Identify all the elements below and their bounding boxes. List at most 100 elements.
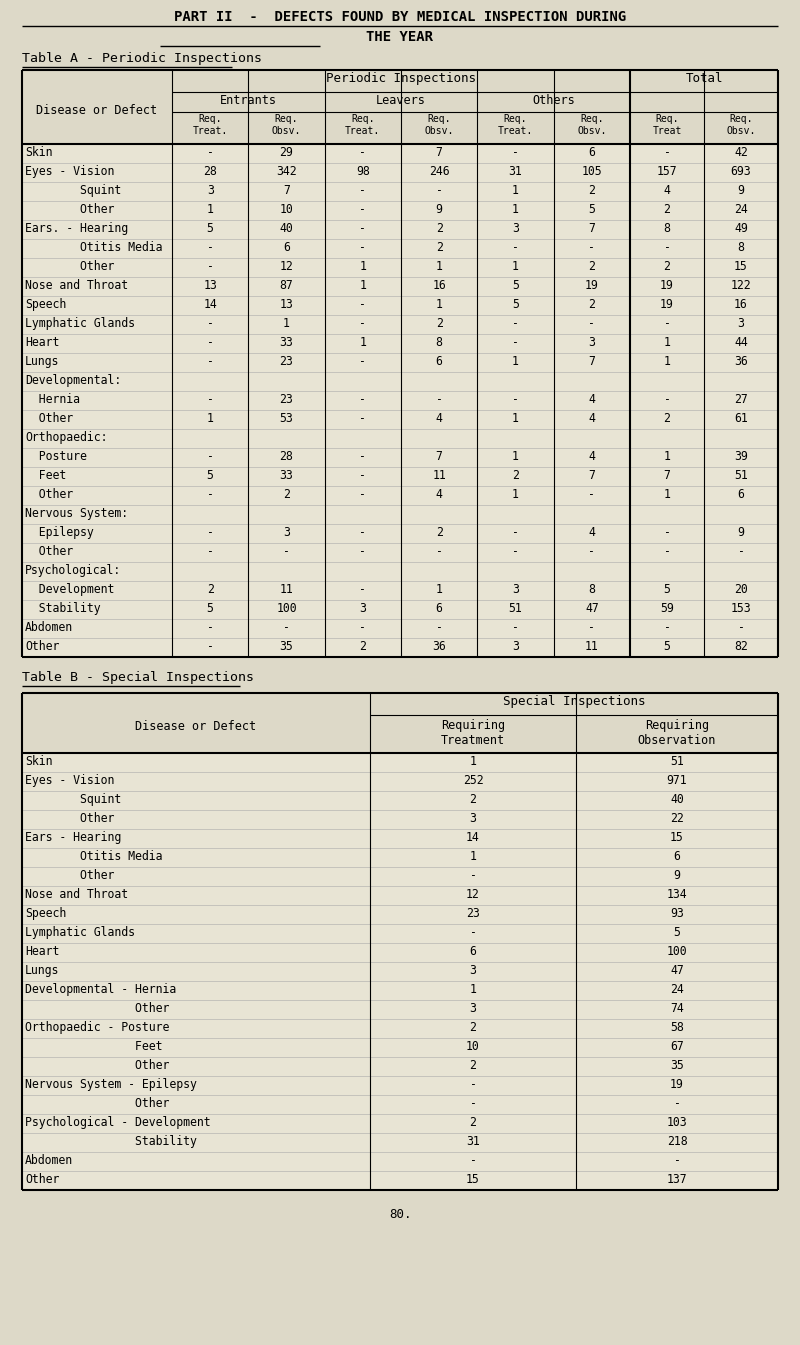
Text: Leavers: Leavers bbox=[376, 94, 426, 108]
Text: Ears. - Hearing: Ears. - Hearing bbox=[25, 222, 128, 235]
Text: 24: 24 bbox=[670, 983, 684, 997]
Text: 3: 3 bbox=[470, 1002, 477, 1015]
Text: 47: 47 bbox=[585, 603, 598, 615]
Text: -: - bbox=[206, 355, 214, 369]
Text: -: - bbox=[359, 412, 366, 425]
Text: 36: 36 bbox=[734, 355, 748, 369]
Text: -: - bbox=[283, 621, 290, 633]
Text: Req.
Treat.: Req. Treat. bbox=[346, 114, 381, 136]
Text: Nervous System - Epilepsy: Nervous System - Epilepsy bbox=[25, 1077, 197, 1091]
Text: 1: 1 bbox=[436, 582, 442, 596]
Text: 3: 3 bbox=[512, 582, 519, 596]
Text: 7: 7 bbox=[436, 147, 442, 159]
Text: 20: 20 bbox=[734, 582, 748, 596]
Text: 28: 28 bbox=[280, 451, 294, 463]
Text: 2: 2 bbox=[283, 488, 290, 500]
Text: -: - bbox=[359, 222, 366, 235]
Text: Other: Other bbox=[25, 1173, 59, 1186]
Bar bbox=[22, 70, 778, 144]
Text: 1: 1 bbox=[470, 850, 477, 863]
Text: 5: 5 bbox=[206, 222, 214, 235]
Text: 23: 23 bbox=[280, 393, 294, 406]
Text: 33: 33 bbox=[280, 336, 294, 348]
Text: 8: 8 bbox=[738, 241, 745, 254]
Text: -: - bbox=[436, 393, 442, 406]
Text: Speech: Speech bbox=[25, 907, 66, 920]
Text: 1: 1 bbox=[663, 336, 670, 348]
Text: 28: 28 bbox=[203, 165, 217, 178]
Text: 2: 2 bbox=[470, 1059, 477, 1072]
Text: Psychological:: Psychological: bbox=[25, 564, 122, 577]
Text: -: - bbox=[470, 869, 477, 882]
Text: -: - bbox=[588, 317, 595, 330]
Text: 31: 31 bbox=[466, 1135, 480, 1149]
Text: 1: 1 bbox=[206, 412, 214, 425]
Text: 15: 15 bbox=[466, 1173, 480, 1186]
Text: 16: 16 bbox=[432, 278, 446, 292]
Text: 87: 87 bbox=[280, 278, 294, 292]
Text: Other: Other bbox=[25, 812, 114, 824]
Text: 4: 4 bbox=[588, 412, 595, 425]
Text: 6: 6 bbox=[674, 850, 681, 863]
Text: Req.
Treat: Req. Treat bbox=[652, 114, 682, 136]
Text: Requiring
Treatment: Requiring Treatment bbox=[441, 720, 505, 746]
Text: 3: 3 bbox=[512, 640, 519, 654]
Text: 59: 59 bbox=[660, 603, 674, 615]
Text: 2: 2 bbox=[359, 640, 366, 654]
Text: Special Inspections: Special Inspections bbox=[502, 695, 646, 707]
Text: 2: 2 bbox=[663, 412, 670, 425]
Text: Ears - Hearing: Ears - Hearing bbox=[25, 831, 122, 845]
Text: 2: 2 bbox=[436, 526, 442, 539]
Text: -: - bbox=[674, 1098, 681, 1110]
Text: 49: 49 bbox=[734, 222, 748, 235]
Text: 12: 12 bbox=[466, 888, 480, 901]
Text: 1: 1 bbox=[512, 488, 519, 500]
Text: Other: Other bbox=[25, 488, 73, 500]
Text: 4: 4 bbox=[663, 184, 670, 196]
Text: 2: 2 bbox=[436, 222, 442, 235]
Text: Other: Other bbox=[25, 545, 73, 558]
Text: 5: 5 bbox=[588, 203, 595, 217]
Text: 15: 15 bbox=[734, 260, 748, 273]
Text: Nose and Throat: Nose and Throat bbox=[25, 278, 128, 292]
Text: -: - bbox=[359, 203, 366, 217]
Text: 971: 971 bbox=[666, 773, 687, 787]
Text: 67: 67 bbox=[670, 1040, 684, 1053]
Text: 1: 1 bbox=[663, 488, 670, 500]
Text: 7: 7 bbox=[588, 469, 595, 482]
Text: 2: 2 bbox=[588, 299, 595, 311]
Text: 1: 1 bbox=[359, 336, 366, 348]
Text: 5: 5 bbox=[674, 925, 681, 939]
Text: 3: 3 bbox=[588, 336, 595, 348]
Text: Table A - Periodic Inspections: Table A - Periodic Inspections bbox=[22, 52, 262, 65]
Text: 2: 2 bbox=[436, 241, 442, 254]
Text: Requiring
Observation: Requiring Observation bbox=[638, 720, 716, 746]
Text: 19: 19 bbox=[660, 278, 674, 292]
Text: -: - bbox=[512, 317, 519, 330]
Text: 40: 40 bbox=[670, 794, 684, 806]
Text: 36: 36 bbox=[432, 640, 446, 654]
Text: 51: 51 bbox=[670, 755, 684, 768]
Text: 9: 9 bbox=[674, 869, 681, 882]
Text: Orthopaedic:: Orthopaedic: bbox=[25, 430, 107, 444]
Text: -: - bbox=[359, 621, 366, 633]
Text: 23: 23 bbox=[466, 907, 480, 920]
Text: -: - bbox=[512, 526, 519, 539]
Text: -: - bbox=[359, 147, 366, 159]
Text: 6: 6 bbox=[436, 603, 442, 615]
Text: Eyes - Vision: Eyes - Vision bbox=[25, 773, 114, 787]
Text: 1: 1 bbox=[663, 355, 670, 369]
Text: -: - bbox=[359, 545, 366, 558]
Text: 6: 6 bbox=[738, 488, 745, 500]
Text: Skin: Skin bbox=[25, 755, 53, 768]
Text: 3: 3 bbox=[512, 222, 519, 235]
Text: 122: 122 bbox=[730, 278, 751, 292]
Text: 4: 4 bbox=[588, 451, 595, 463]
Text: Periodic Inspections: Periodic Inspections bbox=[326, 73, 476, 85]
Text: 40: 40 bbox=[280, 222, 294, 235]
Text: 15: 15 bbox=[670, 831, 684, 845]
Text: -: - bbox=[663, 393, 670, 406]
Text: Req.
Obsv.: Req. Obsv. bbox=[577, 114, 606, 136]
Text: -: - bbox=[588, 488, 595, 500]
Text: 22: 22 bbox=[670, 812, 684, 824]
